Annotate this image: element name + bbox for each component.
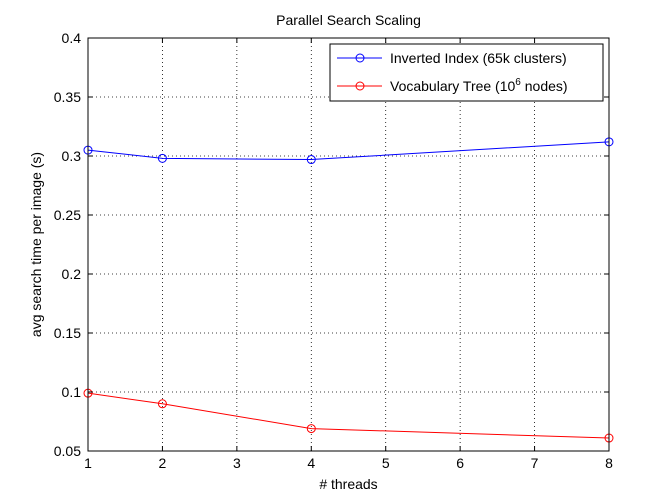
plot-area <box>88 38 609 451</box>
y-tick-label: 0.15 <box>54 325 81 341</box>
y-tick-label: 0.3 <box>62 148 82 164</box>
x-axis-title: # threads <box>319 476 377 492</box>
legend: Inverted Index (65k clusters) Vocabulary … <box>329 43 604 102</box>
legend-box <box>329 43 604 102</box>
data-point <box>306 424 316 434</box>
legend-label: Vocabulary Tree (106 nodes) <box>390 77 568 94</box>
x-tick-label: 5 <box>382 455 390 471</box>
legend-label: Inverted Index (65k clusters) <box>390 50 567 66</box>
x-tick-label: 2 <box>159 455 167 471</box>
legend-entry-2: Vocabulary Tree (106 nodes) <box>337 77 568 94</box>
y-tick-label: 0.25 <box>54 207 81 223</box>
y-tick-label: 0.4 <box>62 30 82 46</box>
plot-frame <box>87 37 610 452</box>
data-point <box>157 399 167 409</box>
legend-marker <box>355 81 365 91</box>
x-tick-label: 8 <box>605 455 613 471</box>
y-tick-label: 0.05 <box>54 443 81 459</box>
x-tick-label: 6 <box>456 455 464 471</box>
data-point <box>306 155 316 165</box>
x-tick-label: 7 <box>531 455 539 471</box>
legend-entries: Inverted Index (65k clusters) Vocabulary … <box>337 50 568 94</box>
axis-ticks: 1 2 3 4 5 6 7 8 0.05 0.1 0.15 0.2 0.25 0.3 0.35 0.4 <box>54 30 613 471</box>
x-tick-label: 1 <box>84 455 92 471</box>
y-axis-title: avg search time per image (s) <box>28 152 44 337</box>
data-point <box>157 153 167 163</box>
series-line <box>87 141 610 161</box>
chart-title: Parallel Search Scaling <box>276 12 421 28</box>
legend-marker <box>355 53 365 63</box>
legend-entry-1: Inverted Index (65k clusters) <box>337 50 567 66</box>
series-line <box>87 392 610 439</box>
y-tick-label: 0.1 <box>62 384 82 400</box>
y-tick-label: 0.2 <box>62 266 82 282</box>
x-tick-label: 3 <box>233 455 241 471</box>
x-tick-label: 4 <box>307 455 315 471</box>
y-tick-label: 0.35 <box>54 89 81 105</box>
